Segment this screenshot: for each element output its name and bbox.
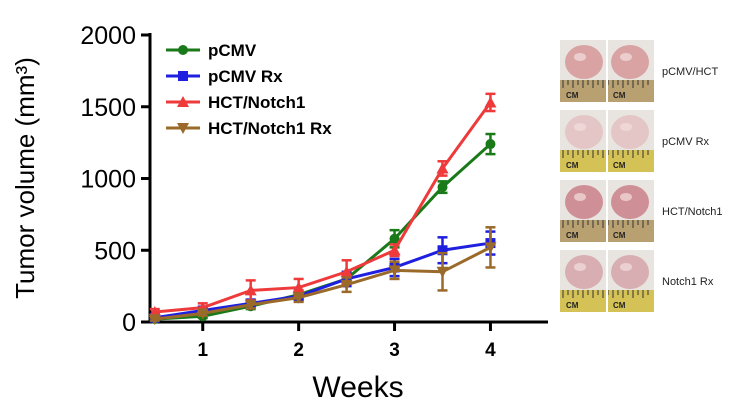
legend-item: HCT/Notch1 Rx [166, 119, 332, 138]
y-tick-label: 2000 [80, 22, 136, 50]
data-point [196, 308, 209, 320]
series-line [154, 101, 492, 314]
x-tick-label: 4 [485, 340, 496, 361]
data-point [484, 96, 497, 108]
legend-item: HCT/Notch1 [166, 93, 305, 112]
legend-item: pCMV [166, 41, 257, 60]
y-axis-title-text: Tumor volume (mm³) [10, 57, 40, 299]
svg-text:CM: CM [613, 91, 626, 100]
svg-text:CM: CM [613, 301, 626, 310]
x-tick-label: 1 [197, 340, 208, 361]
data-point [388, 244, 401, 256]
legend-label: HCT/Notch1 [208, 93, 305, 112]
tumor-photo: CM CM [560, 180, 654, 242]
data-point [436, 266, 449, 278]
data-point [177, 123, 189, 134]
x-tick-label: 2 [293, 340, 304, 361]
legend-label: HCT/Notch1 Rx [208, 119, 332, 138]
series-hct-notch1-rx [148, 226, 497, 326]
data-point [388, 265, 401, 277]
tumor-photo-label: Notch1 Rx [662, 276, 714, 288]
legend: pCMV pCMV Rx HCT/Notch1 HCT/Notch1 Rx [166, 41, 332, 138]
data-point [244, 299, 257, 311]
svg-text:CM: CM [566, 91, 579, 100]
tumor-photo: CM CM [560, 40, 654, 102]
series-line [154, 241, 491, 320]
y-tick-label: 1500 [80, 94, 136, 122]
legend-item: pCMV Rx [166, 67, 283, 86]
svg-text:CM: CM [566, 301, 579, 310]
x-tick-label: 3 [389, 340, 400, 361]
data-point [484, 242, 497, 254]
tumor-photo-label: pCMV Rx [662, 136, 710, 148]
data-point [244, 284, 257, 296]
y-tick-label: 500 [94, 237, 136, 265]
data-point [485, 139, 496, 150]
data-point [340, 279, 353, 291]
tumor-photo-image: CM CM [560, 110, 654, 172]
data-point [436, 162, 449, 174]
svg-text:CM: CM [613, 231, 626, 240]
series-line [154, 246, 492, 321]
tumor-photo-label: HCT/Notch1 [662, 206, 723, 218]
data-point [178, 45, 188, 55]
tumor-photo-image: CM CM [560, 180, 654, 242]
x-axis-title: Weeks [312, 371, 403, 404]
data-point [437, 182, 448, 193]
svg-text:CM: CM [613, 161, 626, 170]
data-point [389, 233, 400, 244]
data-point [148, 314, 161, 326]
y-axis-title: Tumor volume (mm³) [10, 57, 40, 299]
data-point [340, 265, 353, 277]
legend-label: pCMV Rx [208, 67, 283, 86]
data-point [177, 96, 189, 107]
legend-label: pCMV [208, 41, 257, 60]
y-tick-label: 0 [122, 309, 136, 337]
data-point [437, 245, 448, 256]
tumor-photo-image: CM CM [560, 40, 654, 102]
tumor-photo-label: pCMV/HCT [662, 66, 719, 78]
data-point [292, 292, 305, 304]
data-point [292, 281, 305, 293]
tumor-photo: CM CM [560, 110, 654, 172]
data-point [178, 71, 188, 81]
plot-area: 0 500 1000 1500 2000 1 2 3 4 [80, 22, 548, 361]
tumor-photo: CM CM [560, 250, 654, 312]
tumor-photo-image: CM CM [560, 250, 654, 312]
svg-text:CM: CM [566, 231, 579, 240]
svg-text:CM: CM [566, 161, 579, 170]
y-tick-label: 1000 [80, 166, 136, 194]
